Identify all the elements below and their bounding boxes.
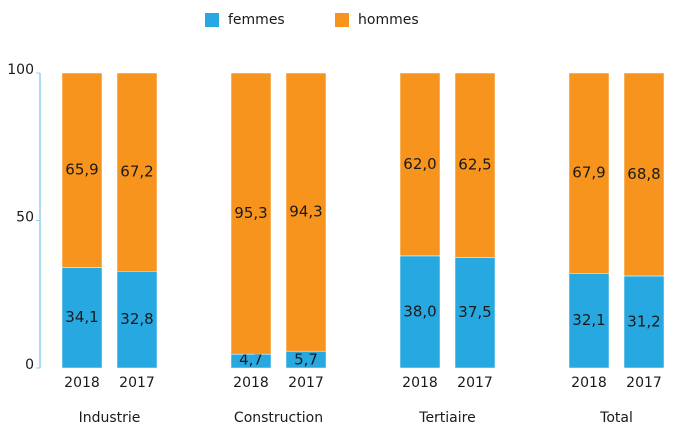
- value-label: 4,7: [239, 351, 263, 369]
- legend-swatch: [335, 13, 349, 27]
- bar-segment: [568, 273, 610, 369]
- bar-segment: [399, 72, 441, 257]
- bar-segment: [61, 267, 103, 369]
- bar-segment: [454, 72, 496, 258]
- legend-label: hommes: [358, 12, 419, 28]
- bar-segment: [399, 255, 441, 369]
- y-tick-label: 100: [7, 62, 34, 78]
- group-label: Tertiaire: [418, 410, 475, 426]
- bar-segment: [61, 72, 103, 268]
- value-label: 32,1: [572, 311, 605, 329]
- bar-segment: [230, 72, 272, 355]
- value-label: 62,0: [403, 155, 436, 173]
- x-tick-label: 2018: [64, 375, 100, 391]
- value-label: 95,3: [234, 204, 267, 222]
- x-tick-label: 2017: [119, 375, 155, 391]
- bar-segment: [454, 257, 496, 369]
- value-label: 31,2: [627, 312, 660, 330]
- bar-segment: [568, 72, 610, 274]
- group-label: Total: [599, 410, 633, 426]
- value-label: 62,5: [458, 156, 491, 174]
- value-label: 37,5: [458, 303, 491, 321]
- x-tick-label: 2018: [233, 375, 269, 391]
- value-label: 32,8: [120, 310, 153, 328]
- group-label: Construction: [234, 410, 323, 426]
- value-label: 5,7: [294, 351, 318, 369]
- value-label: 67,2: [120, 163, 153, 181]
- x-tick-label: 2017: [457, 375, 493, 391]
- y-tick-label: 50: [16, 210, 34, 226]
- value-label: 38,0: [403, 302, 436, 320]
- value-label: 68,8: [627, 165, 660, 183]
- bar-segment: [116, 270, 158, 369]
- value-label: 34,1: [65, 308, 98, 326]
- x-tick-label: 2017: [626, 375, 662, 391]
- value-label: 67,9: [572, 164, 605, 182]
- legend-swatch: [205, 13, 219, 27]
- legend-label: femmes: [228, 12, 285, 28]
- value-label: 94,3: [289, 203, 322, 221]
- group-label: Industrie: [79, 410, 141, 426]
- x-tick-label: 2018: [402, 375, 438, 391]
- value-label: 65,9: [65, 161, 98, 179]
- bar-segment: [285, 72, 327, 352]
- bar-segment: [623, 72, 665, 277]
- bar-segment: [623, 275, 665, 369]
- bar-segment: [116, 72, 158, 272]
- x-tick-label: 2018: [571, 375, 607, 391]
- y-tick-label: 0: [25, 357, 34, 373]
- x-tick-label: 2017: [288, 375, 324, 391]
